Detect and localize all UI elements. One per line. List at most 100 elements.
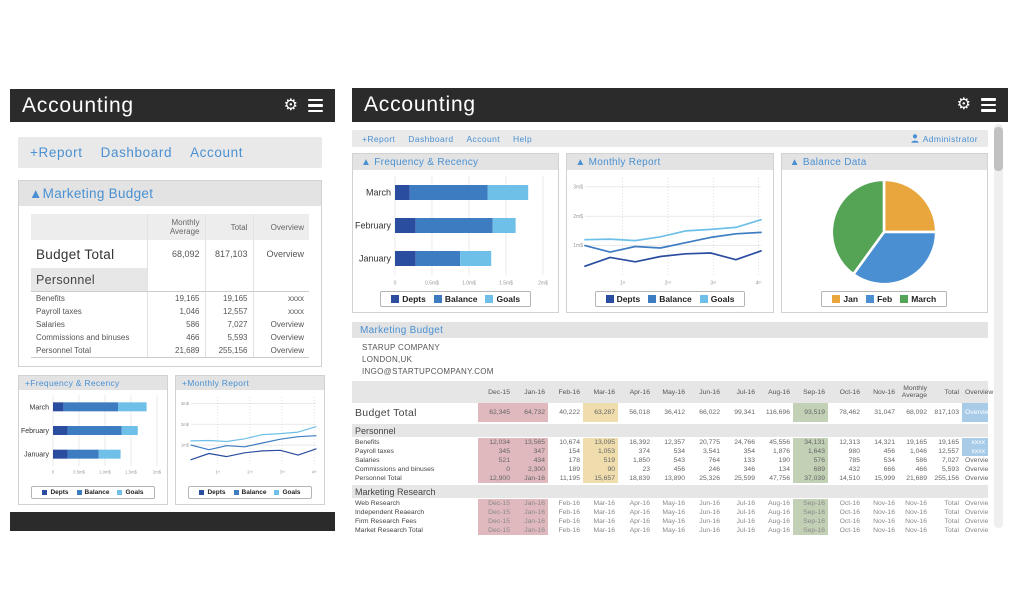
legend-item: Depts [199, 489, 226, 496]
monthly-report-chart: 1m$ 2m$ 3m$ 1ˢᵗ 2ⁿᵈ 3ʳᵈ 4ᵗʰ [176, 393, 324, 475]
left-monthly-header[interactable]: +Monthly Report [176, 376, 324, 390]
svg-text:February: February [355, 221, 392, 231]
table-header-row: Monthly Average Total Overview [31, 214, 309, 240]
svg-text:0: 0 [394, 281, 397, 287]
table-row: Firm Research Fees Dec-15 Jan-16 Feb-16 Mar-… [355, 517, 988, 526]
hamburger-menu-icon[interactable] [981, 98, 996, 112]
column-header: Sep-16 [793, 381, 828, 403]
svg-text:0: 0 [52, 470, 55, 475]
hamburger-menu-icon[interactable] [308, 98, 323, 113]
legend-item: Balance [648, 294, 692, 304]
right-nav-bar: +Report Dashboard Account Help Administr… [352, 130, 988, 147]
legend-item: Depts [605, 294, 640, 304]
right-balance-card: ▲ Balance Data Jan Feb March [780, 153, 988, 313]
right-nav-account[interactable]: Account [466, 133, 500, 144]
legend-item: Goals [699, 294, 734, 304]
left-monthly-card: +Monthly Report 1m$ 2m$ 3m$ 1ˢᵗ 2ⁿᵈ 3ʳᵈ 4ᵗʰ De… [175, 375, 325, 505]
right-monthly-header[interactable]: ▲ Monthly Report [567, 154, 773, 170]
svg-text:4ᵗʰ: 4ᵗʰ [756, 281, 762, 287]
right-nav-report[interactable]: +Report [362, 133, 396, 144]
right-frequency-header[interactable]: ▲ Frequency & Recency [353, 154, 559, 170]
table-row: Benefits 19,165 19,165 xxxx [31, 291, 309, 305]
legend-item: Goals [485, 294, 520, 304]
svg-text:March: March [366, 188, 391, 198]
svg-text:3ʳᵈ: 3ʳᵈ [280, 470, 285, 475]
left-nav-report[interactable]: +Report [30, 145, 83, 160]
svg-text:1.5m$: 1.5m$ [499, 281, 513, 287]
left-budget-table-container: Monthly Average Total Overview Budget Total… [19, 206, 321, 366]
right-nav-help[interactable]: Help [512, 133, 533, 144]
legend-item: Depts [42, 489, 69, 496]
svg-text:0.5m$: 0.5m$ [425, 281, 439, 287]
legend-item: March [900, 294, 936, 304]
column-header: Oct-16 [828, 381, 863, 403]
left-nav-account[interactable]: Account [190, 145, 244, 160]
company-info-block: STARUP COMPANY LONDON,UK INGO@STARTUPCOM… [352, 338, 988, 381]
left-frequency-card: +Frequency & Recency 0 0.5m$ 1.0m$ 1.5m$ 2m$… [18, 375, 168, 505]
right-balance-header[interactable]: ▲ Balance Data [781, 154, 987, 170]
column-header: Mar-16 [583, 381, 618, 403]
balance-data-pie-chart [826, 174, 942, 290]
left-marketing-budget-header[interactable]: ▲Marketing Budget [19, 181, 321, 206]
right-budget-table: Dec-15 Jan-16 Feb-16 Mar-16 Apr-16 May-16 Jun-… [352, 381, 993, 535]
svg-text:2ⁿᵈ: 2ⁿᵈ [247, 470, 253, 475]
left-footer-bar [10, 512, 335, 531]
table-row: Independent Reaearch Dec-15 Jan-16 Feb-16 Ma… [355, 508, 988, 517]
gear-icon[interactable]: ⚙ [283, 96, 298, 114]
svg-text:2m$: 2m$ [153, 470, 162, 475]
svg-text:0.5m$: 0.5m$ [73, 470, 85, 475]
scrollbar-thumb[interactable] [994, 127, 1003, 171]
column-header: Jul-16 [723, 381, 758, 403]
left-nav-dashboard[interactable]: Dashboard [100, 145, 173, 160]
left-budget-table: Monthly Average Total Overview Budget Total… [31, 214, 309, 358]
svg-text:January: January [24, 452, 49, 459]
column-header: Overview [962, 381, 993, 403]
table-row: Personnel Total 21,689 255,156 Overview [31, 344, 309, 358]
svg-text:1.0m$: 1.0m$ [99, 470, 111, 475]
table-row: Salaries 521 434 178 519 1,850 543 764 133 190 576… [355, 456, 988, 465]
administrator-widget[interactable]: Administrator [911, 134, 978, 144]
legend-item: Goals [117, 489, 144, 496]
right-app-header: Accounting ⚙ [352, 88, 1008, 122]
svg-text:1m$: 1m$ [181, 443, 190, 448]
right-monthly-card: ▲ Monthly Report 1m$ 2m$ 3m$ 1ˢᵗ 2ⁿᵈ 3ʳᵈ 4ᵗʰ D… [566, 153, 774, 313]
svg-text:4ᵗʰ: 4ᵗʰ [312, 470, 317, 475]
svg-text:2m$: 2m$ [538, 281, 548, 287]
budget-total-row: Budget Total 68,092 817,103 Overview [31, 240, 309, 268]
left-app-header: Accounting ⚙ [10, 89, 335, 122]
table-row: Payroll taxes 345 347 154 1,053 374 534 3,541 35… [352, 447, 988, 456]
column-header: Jan-16 [513, 381, 548, 403]
legend-item: Feb [866, 294, 892, 304]
column-header: Overview [252, 214, 309, 240]
table-row: Personnel Total 12,900 Jan-16 11,195 15,657 1… [355, 474, 988, 484]
left-frequency-header[interactable]: +Frequency & Recency [19, 376, 167, 390]
scrollbar-track[interactable] [994, 124, 1003, 528]
left-charts-row: +Frequency & Recency 0 0.5m$ 1.0m$ 1.5m$ 2m$… [18, 375, 325, 505]
chart-legend: Depts Balance Goals [19, 482, 167, 500]
right-marketing-budget-header[interactable]: Marketing Budget [352, 322, 988, 338]
column-header: Aug-16 [758, 381, 793, 403]
budget-total-row: Budget Total 62,345 64,732 40,222 63,287 56,0… [352, 403, 988, 423]
frequency-recency-chart: 0 0.5m$ 1.0m$ 1.5m$ 2m$ March February January [353, 174, 558, 286]
gear-icon[interactable]: ⚙ [956, 96, 971, 113]
column-header: May-16 [653, 381, 688, 403]
svg-text:1ˢᵗ: 1ˢᵗ [215, 470, 220, 475]
svg-text:January: January [359, 254, 392, 264]
right-nav-dashboard[interactable]: Dashboard [408, 133, 454, 144]
column-header: Total [930, 381, 962, 403]
svg-text:3m$: 3m$ [574, 184, 584, 190]
svg-text:1ˢᵗ: 1ˢᵗ [620, 281, 626, 287]
column-header: Dec-15 [478, 381, 513, 403]
column-header: Total [204, 214, 253, 240]
svg-text:2ⁿᵈ: 2ⁿᵈ [665, 281, 672, 287]
table-row: Web Research Dec-15 Jan-16 Feb-16 Mar-16 Apr-… [355, 498, 988, 508]
company-location: LONDON,UK [362, 355, 413, 364]
column-header: Monthly Average [146, 214, 205, 240]
column-header: Jun-16 [688, 381, 723, 403]
section-row: Personnel [31, 268, 309, 292]
legend-item: Balance [76, 489, 109, 496]
right-marketing-budget-section: Marketing Budget STARUP COMPANY LONDON,U… [352, 322, 993, 535]
right-budget-table-container: Dec-15 Jan-16 Feb-16 Mar-16 Apr-16 May-16 Jun-… [352, 381, 993, 535]
column-header: Nov-16 [863, 381, 898, 403]
